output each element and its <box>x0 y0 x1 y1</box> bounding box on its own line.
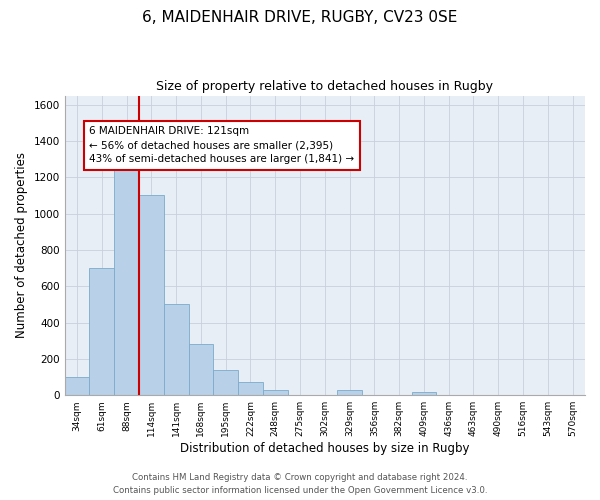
Bar <box>139 196 164 395</box>
Bar <box>214 370 238 395</box>
Bar <box>65 377 89 395</box>
Bar <box>263 390 287 395</box>
Text: 6, MAIDENHAIR DRIVE, RUGBY, CV23 0SE: 6, MAIDENHAIR DRIVE, RUGBY, CV23 0SE <box>142 10 458 25</box>
Y-axis label: Number of detached properties: Number of detached properties <box>15 152 28 338</box>
Bar <box>114 152 139 395</box>
Title: Size of property relative to detached houses in Rugby: Size of property relative to detached ho… <box>157 80 493 93</box>
Bar <box>337 390 362 395</box>
Bar <box>412 392 436 395</box>
X-axis label: Distribution of detached houses by size in Rugby: Distribution of detached houses by size … <box>180 442 470 455</box>
Bar <box>164 304 188 395</box>
Bar <box>188 344 214 395</box>
Bar <box>89 268 114 395</box>
Text: 6 MAIDENHAIR DRIVE: 121sqm
← 56% of detached houses are smaller (2,395)
43% of s: 6 MAIDENHAIR DRIVE: 121sqm ← 56% of deta… <box>89 126 355 164</box>
Text: Contains HM Land Registry data © Crown copyright and database right 2024.
Contai: Contains HM Land Registry data © Crown c… <box>113 474 487 495</box>
Bar <box>238 382 263 395</box>
